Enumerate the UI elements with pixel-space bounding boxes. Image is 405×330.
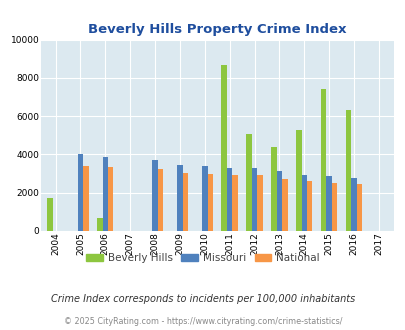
Bar	[158, 169, 163, 231]
Bar	[251, 168, 257, 231]
Bar	[320, 89, 326, 231]
Bar	[271, 147, 276, 231]
Bar	[331, 183, 337, 231]
Bar	[226, 168, 232, 231]
Bar	[207, 174, 213, 231]
Bar	[306, 181, 312, 231]
Bar	[83, 166, 88, 231]
Bar	[295, 130, 301, 231]
Bar	[257, 175, 262, 231]
Bar	[47, 197, 53, 231]
Bar	[232, 176, 237, 231]
Bar	[182, 173, 188, 231]
Bar	[202, 166, 207, 231]
Bar	[108, 167, 113, 231]
Bar	[326, 177, 331, 231]
Bar	[102, 157, 108, 231]
Bar	[97, 217, 102, 231]
Bar	[177, 165, 182, 231]
Text: © 2025 CityRating.com - https://www.cityrating.com/crime-statistics/: © 2025 CityRating.com - https://www.city…	[64, 317, 341, 326]
Bar	[281, 179, 287, 231]
Bar	[350, 178, 356, 231]
Bar	[246, 134, 251, 231]
Legend: Beverly Hills, Missouri, National: Beverly Hills, Missouri, National	[81, 249, 324, 267]
Bar	[152, 160, 158, 231]
Bar	[276, 171, 281, 231]
Bar	[356, 184, 361, 231]
Bar	[77, 154, 83, 231]
Bar	[301, 175, 306, 231]
Bar	[221, 65, 226, 231]
Title: Beverly Hills Property Crime Index: Beverly Hills Property Crime Index	[88, 23, 345, 36]
Bar	[345, 111, 350, 231]
Text: Crime Index corresponds to incidents per 100,000 inhabitants: Crime Index corresponds to incidents per…	[51, 294, 354, 304]
